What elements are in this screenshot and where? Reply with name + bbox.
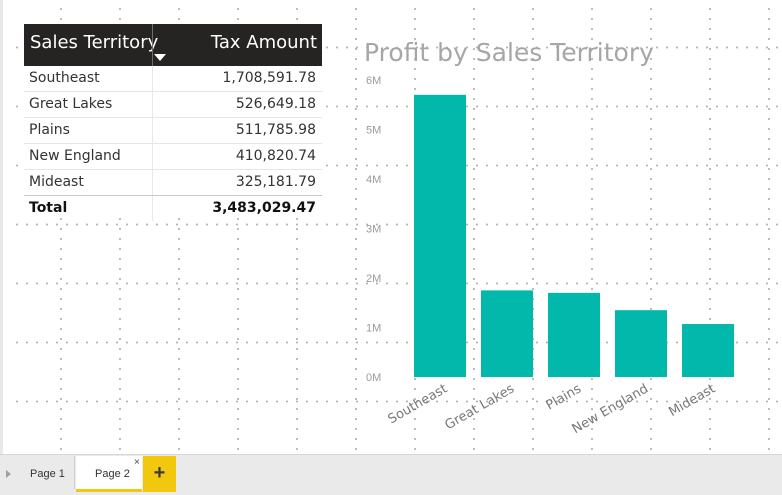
- add-page-button[interactable]: +: [143, 456, 176, 492]
- close-tab-icon[interactable]: ×: [134, 457, 140, 468]
- y-tick-label: 6M: [366, 75, 381, 87]
- tax-cell: 526,649.18: [235, 96, 316, 112]
- territory-cell: Plains: [29, 122, 70, 138]
- tab-page-2[interactable]: Page 2 ×: [76, 456, 142, 492]
- territory-cell: Southeast: [29, 70, 100, 86]
- y-tick-label: 2M: [366, 273, 381, 285]
- grid-dots: [355, 4, 357, 454]
- cell-divider: [152, 92, 153, 117]
- grid-dots: [768, 4, 770, 454]
- tax-table-visual[interactable]: Sales Territory Tax Amount Southeast 1,7…: [24, 24, 322, 221]
- grid-dots: [591, 4, 593, 454]
- y-tick-label: 0M: [366, 372, 381, 384]
- bar[interactable]: [682, 324, 734, 377]
- tax-cell: 410,820.74: [235, 148, 316, 164]
- bar[interactable]: [548, 292, 600, 377]
- bar[interactable]: [615, 310, 667, 377]
- x-tick-label: Southeast: [386, 381, 450, 427]
- table-total-row: Total 3,483,029.47: [24, 195, 322, 221]
- total-value: 3,483,029.47: [212, 200, 316, 216]
- tab-label: Page 1: [30, 468, 65, 480]
- tax-cell: 511,785.98: [235, 122, 316, 138]
- x-tick-label: Mideast: [666, 381, 718, 419]
- y-tick-label: 1M: [366, 323, 381, 335]
- left-edge: [0, 0, 3, 494]
- x-tick-label: Plains: [544, 381, 585, 413]
- grid-dots: [119, 4, 121, 454]
- grid-dots: [60, 4, 62, 454]
- table-header: Sales Territory Tax Amount: [24, 24, 322, 66]
- cell-divider: [152, 66, 153, 91]
- y-tick-label: 5M: [366, 125, 381, 137]
- y-tick-label: 3M: [366, 224, 381, 236]
- chart-title: Profit by Sales Territory: [364, 38, 654, 67]
- grid-dots: [650, 4, 652, 454]
- tab-label: Page 2: [95, 468, 130, 480]
- table-row[interactable]: Southeast 1,708,591.78: [24, 66, 322, 92]
- x-tick-label: Great Lakes: [442, 381, 517, 433]
- grid-dots: [532, 4, 534, 454]
- cell-divider: [152, 196, 153, 221]
- total-label: Total: [29, 200, 68, 216]
- territory-cell: Great Lakes: [29, 96, 113, 112]
- grid-dots: [296, 4, 298, 454]
- page-tab-bar: Page 1 Page 2 × +: [0, 454, 782, 495]
- tax-cell: 1,708,591.78: [222, 70, 316, 86]
- cell-divider: [152, 118, 153, 143]
- header-divider: [152, 24, 153, 66]
- y-tick-label: 4M: [366, 174, 381, 186]
- bar[interactable]: [414, 94, 466, 377]
- x-tick-label: New England: [570, 381, 651, 437]
- table-row[interactable]: New England 410,820.74: [24, 144, 322, 170]
- cell-divider: [152, 170, 153, 195]
- table-row[interactable]: Great Lakes 526,649.18: [24, 92, 322, 118]
- territory-cell: Mideast: [29, 174, 84, 190]
- territory-cell: New England: [29, 148, 121, 164]
- tab-scroll-left-icon[interactable]: [6, 470, 11, 478]
- grid-dots: [709, 4, 711, 454]
- table-row[interactable]: Plains 511,785.98: [24, 118, 322, 144]
- header-tax-amount[interactable]: Tax Amount: [210, 32, 317, 53]
- table-row[interactable]: Mideast 325,181.79: [24, 170, 322, 196]
- grid-dots: [237, 4, 239, 454]
- tax-cell: 325,181.79: [235, 174, 316, 190]
- tab-page-1[interactable]: Page 1: [16, 456, 75, 489]
- grid-dots: [178, 4, 180, 454]
- cell-divider: [152, 144, 153, 169]
- sort-desc-icon[interactable]: [154, 54, 166, 61]
- bar[interactable]: [481, 290, 533, 377]
- grid-dots: [473, 4, 475, 454]
- header-sales-territory[interactable]: Sales Territory: [30, 32, 159, 53]
